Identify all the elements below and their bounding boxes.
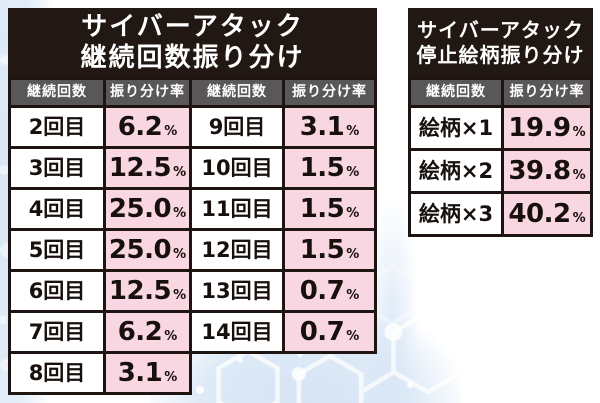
value-cell: 25.0% — [106, 190, 189, 228]
percent-value: 25.0 — [108, 235, 172, 265]
value-cell: 6.2% — [106, 313, 189, 351]
row-label: 4回目 — [11, 190, 103, 228]
percent-value: 39.8 — [508, 156, 571, 186]
percent-value: 25.0 — [108, 194, 172, 224]
percent-sign: % — [173, 288, 187, 303]
value-cell: 19.9% — [504, 108, 590, 148]
title-line-1: サイバーアタック — [81, 11, 304, 42]
continuation-columns-2-8: 継続回数 振り分け率 2回目 6.2% 3回目 12.5% 4回目 25.0% … — [8, 77, 192, 395]
percent-sign: % — [164, 329, 178, 344]
value-cell: 3.1% — [106, 354, 189, 392]
row-label: 12回目 — [192, 231, 282, 269]
percent-sign: % — [572, 125, 586, 140]
row-label: 9回目 — [192, 108, 282, 146]
row-label: 13回目 — [192, 272, 282, 310]
percent-value: 3.1 — [117, 358, 163, 388]
continuation-table-body: 継続回数 振り分け率 2回目 6.2% 3回目 12.5% 4回目 25.0% … — [8, 77, 377, 395]
column-header-rate: 振り分け率 — [285, 80, 374, 105]
stop-pattern-distribution-table: サイバーアタック 停止絵柄振り分け 継続回数 振り分け率 絵柄×1 19.9% … — [408, 8, 593, 237]
column-header-count: 継続回数 — [411, 80, 501, 105]
percent-value: 0.7 — [299, 276, 345, 306]
row-label: 絵柄×1 — [411, 108, 501, 148]
row-label: 8回目 — [11, 354, 103, 392]
value-cell: 1.5% — [285, 149, 374, 187]
percent-sign: % — [572, 168, 586, 183]
stop-pattern-table-body: 継続回数 振り分け率 絵柄×1 19.9% 絵柄×2 39.8% 絵柄×3 40… — [408, 77, 593, 237]
value-cell: 1.5% — [285, 231, 374, 269]
row-label: 絵柄×2 — [411, 151, 501, 191]
column-header-count: 継続回数 — [192, 80, 282, 105]
percent-sign: % — [346, 247, 360, 262]
row-label: 11回目 — [192, 190, 282, 228]
percent-sign: % — [173, 247, 187, 262]
stop-pattern-table-title: サイバーアタック 停止絵柄振り分け — [408, 8, 593, 77]
column-header-rate: 振り分け率 — [106, 80, 189, 105]
row-label: 5回目 — [11, 231, 103, 269]
value-cell: 0.7% — [285, 313, 374, 351]
percent-value: 1.5 — [299, 153, 345, 183]
column-header-count: 継続回数 — [11, 80, 103, 105]
continuation-distribution-table: サイバーアタック 継続回数振り分け 継続回数 振り分け率 2回目 6.2% 3回… — [8, 8, 377, 395]
percent-sign: % — [173, 206, 187, 221]
value-cell: 25.0% — [106, 231, 189, 269]
percent-sign: % — [346, 288, 360, 303]
title-line-1: サイバーアタック — [417, 17, 584, 42]
value-cell: 12.5% — [106, 272, 189, 310]
column-header-rate: 振り分け率 — [504, 80, 590, 105]
continuation-table-title: サイバーアタック 継続回数振り分け — [8, 8, 377, 77]
percent-value: 3.1 — [299, 112, 345, 142]
percent-sign: % — [164, 124, 178, 139]
value-cell: 39.8% — [504, 151, 590, 191]
percent-sign: % — [346, 165, 360, 180]
row-label: 2回目 — [11, 108, 103, 146]
percent-value: 12.5 — [108, 276, 172, 306]
percent-value: 40.2 — [508, 199, 571, 229]
percent-sign: % — [164, 370, 178, 385]
value-cell: 12.5% — [106, 149, 189, 187]
percent-sign: % — [346, 206, 360, 221]
title-line-2: 継続回数振り分け — [80, 42, 305, 73]
row-label: 10回目 — [192, 149, 282, 187]
value-cell: 6.2% — [106, 108, 189, 146]
percent-value: 12.5 — [108, 153, 172, 183]
percent-value: 19.9 — [508, 113, 571, 143]
row-label: 6回目 — [11, 272, 103, 310]
continuation-columns-9-14: 継続回数 振り分け率 9回目 3.1% 10回目 1.5% 11回目 1.5% … — [192, 77, 377, 354]
value-cell: 3.1% — [285, 108, 374, 146]
percent-value: 6.2 — [117, 112, 163, 142]
percent-sign: % — [346, 329, 360, 344]
percent-value: 1.5 — [299, 194, 345, 224]
percent-sign: % — [346, 124, 360, 139]
percent-value: 1.5 — [299, 235, 345, 265]
percent-sign: % — [173, 165, 187, 180]
value-cell: 0.7% — [285, 272, 374, 310]
percent-value: 6.2 — [117, 317, 163, 347]
percent-sign: % — [572, 211, 586, 226]
row-label: 絵柄×3 — [411, 194, 501, 234]
row-label: 7回目 — [11, 313, 103, 351]
value-cell: 1.5% — [285, 190, 374, 228]
row-label: 14回目 — [192, 313, 282, 351]
title-line-2: 停止絵柄振り分け — [416, 42, 585, 67]
value-cell: 40.2% — [504, 194, 590, 234]
percent-value: 0.7 — [299, 317, 345, 347]
row-label: 3回目 — [11, 149, 103, 187]
